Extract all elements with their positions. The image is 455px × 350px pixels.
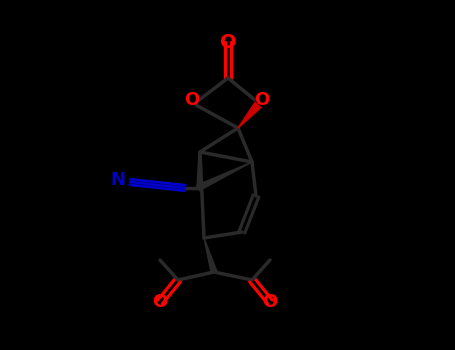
Text: O: O	[152, 293, 167, 311]
Text: O: O	[254, 91, 270, 109]
Text: O: O	[184, 91, 200, 109]
Text: O: O	[263, 293, 278, 311]
Text: O: O	[220, 33, 236, 51]
Polygon shape	[204, 238, 217, 273]
Polygon shape	[238, 103, 261, 128]
Polygon shape	[197, 162, 252, 191]
Text: N: N	[111, 171, 126, 189]
